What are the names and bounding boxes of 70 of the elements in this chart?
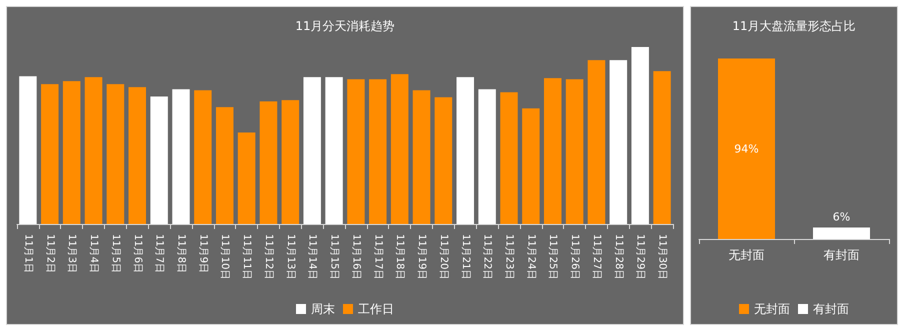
x-tick-label: 11月13日 bbox=[284, 234, 296, 280]
x-tick-label: 11月18日 bbox=[394, 234, 406, 280]
x-tick-label: 11月19日 bbox=[416, 234, 428, 280]
x-tick-label: 11月26日 bbox=[569, 234, 580, 280]
chart-title: 11月分天消耗趋势 bbox=[295, 19, 395, 33]
bar bbox=[150, 96, 168, 224]
legend-label: 有封面 bbox=[813, 302, 849, 316]
x-tick-label: 11月23日 bbox=[504, 234, 514, 280]
x-tick-label: 11月22日 bbox=[482, 234, 493, 280]
bar bbox=[500, 92, 518, 224]
x-tick-label: 11月27日 bbox=[590, 234, 602, 280]
x-tick-label: 11月17日 bbox=[372, 234, 384, 280]
x-tick-label: 11月20日 bbox=[438, 234, 449, 280]
bar bbox=[172, 89, 190, 224]
bar bbox=[128, 87, 146, 224]
legend-label: 周末 bbox=[311, 302, 335, 316]
bar bbox=[610, 60, 628, 224]
bar bbox=[412, 90, 430, 224]
bar bbox=[106, 84, 124, 224]
legend-label: 工作日 bbox=[358, 302, 394, 316]
bar bbox=[19, 76, 37, 224]
x-tick-label: 11月12日 bbox=[262, 234, 274, 280]
x-tick-label: 11月10日 bbox=[219, 234, 230, 280]
x-tick-label: 11月5日 bbox=[110, 234, 121, 274]
x-tick-label: 11月15日 bbox=[328, 234, 340, 280]
x-tick-label: 11月25日 bbox=[547, 234, 558, 280]
x-tick-label: 11月8日 bbox=[176, 234, 186, 274]
bar bbox=[62, 81, 80, 224]
bar bbox=[216, 107, 234, 224]
bar bbox=[282, 100, 300, 224]
bar bbox=[260, 101, 278, 224]
bar bbox=[41, 84, 59, 224]
x-tick-label: 11月2日 bbox=[44, 234, 56, 274]
bar bbox=[566, 79, 584, 224]
x-tick-label: 无封面 bbox=[728, 248, 764, 262]
bar bbox=[369, 79, 387, 224]
x-tick-label: 11月14日 bbox=[306, 234, 318, 280]
x-tick-label: 11月4日 bbox=[88, 234, 100, 274]
x-tick-label: 11月1日 bbox=[22, 234, 34, 274]
legend-label: 无封面 bbox=[754, 302, 790, 316]
bar bbox=[238, 132, 256, 224]
chart-title: 11月大盘流量形态占比 bbox=[732, 19, 856, 33]
bar bbox=[631, 47, 649, 224]
x-tick-label: 11月24日 bbox=[525, 234, 536, 280]
bar bbox=[194, 90, 212, 224]
x-tick-label: 11月29日 bbox=[634, 234, 646, 280]
x-tick-label: 11月7日 bbox=[154, 234, 165, 274]
x-tick-label: 11月11日 bbox=[241, 234, 252, 280]
bar bbox=[653, 71, 671, 224]
bar bbox=[347, 79, 365, 224]
bar bbox=[84, 77, 102, 224]
bar bbox=[588, 60, 606, 224]
bar bbox=[325, 77, 343, 224]
bar bbox=[478, 89, 496, 224]
x-tick-label: 11月6日 bbox=[132, 234, 143, 274]
x-tick-label: 11月9日 bbox=[197, 234, 208, 274]
x-tick-label: 11月3日 bbox=[66, 234, 78, 274]
bar bbox=[522, 108, 540, 224]
bar bbox=[434, 97, 452, 224]
x-tick-label: 有封面 bbox=[824, 248, 860, 262]
x-tick-label: 11月21日 bbox=[460, 234, 471, 280]
bar bbox=[303, 77, 321, 224]
bar bbox=[544, 78, 562, 224]
x-tick-label: 11月30日 bbox=[656, 234, 668, 280]
x-tick-label: 11月16日 bbox=[350, 234, 362, 280]
data-label: 6% bbox=[832, 210, 850, 224]
x-tick-label: 11月28日 bbox=[612, 234, 624, 280]
bar bbox=[390, 74, 408, 224]
bar bbox=[456, 77, 474, 224]
data-label: 94% bbox=[734, 142, 759, 156]
